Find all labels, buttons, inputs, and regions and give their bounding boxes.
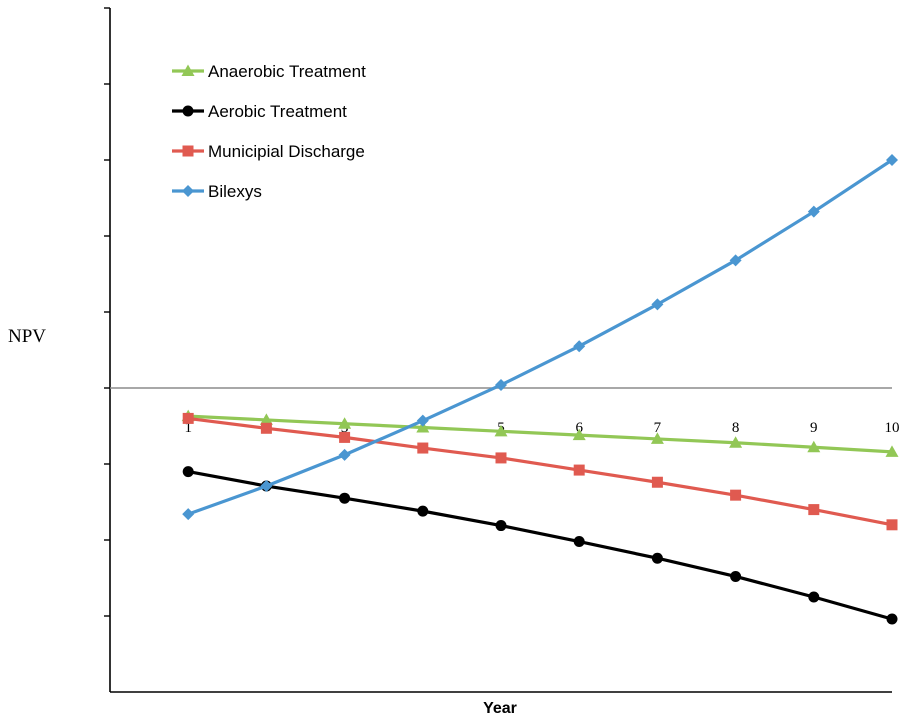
legend-label: Anaerobic Treatment xyxy=(208,62,366,81)
data-point xyxy=(182,508,195,521)
data-point xyxy=(651,476,663,488)
legend: Anaerobic Treatment Aerobic Treatment Muni… xyxy=(172,62,366,201)
x-tick-label: 8 xyxy=(732,420,740,436)
data-point xyxy=(886,613,898,625)
data-point xyxy=(495,378,507,391)
data-point xyxy=(573,464,585,476)
x-tick-label: 7 xyxy=(654,420,662,436)
data-point xyxy=(808,504,820,516)
data-point xyxy=(182,412,194,424)
legend-item: Bilexys xyxy=(172,182,262,201)
legend-item: Municipial Discharge xyxy=(172,142,365,161)
series-square xyxy=(182,412,898,531)
series-line xyxy=(187,470,893,621)
data-point xyxy=(259,413,273,425)
data-point xyxy=(417,442,429,454)
legend-marker xyxy=(181,64,195,76)
x-tick-label: 6 xyxy=(575,420,583,436)
data-point xyxy=(495,520,507,532)
x-tick-label: 9 xyxy=(810,420,818,436)
data-point xyxy=(260,422,272,434)
legend-label: Aerobic Treatment xyxy=(208,102,347,121)
series-line xyxy=(188,414,893,454)
data-point xyxy=(338,417,352,429)
legend-label: Municipial Discharge xyxy=(208,142,365,161)
data-point xyxy=(886,154,898,166)
legend-marker xyxy=(182,185,194,197)
y-axis-label: NPV xyxy=(8,326,46,347)
data-point xyxy=(807,440,821,453)
data-point xyxy=(339,492,351,504)
series-circle xyxy=(182,466,898,625)
data-point xyxy=(808,591,820,603)
data-point xyxy=(885,445,899,457)
data-point xyxy=(417,505,429,517)
data-point xyxy=(182,466,194,478)
legend-marker xyxy=(182,145,194,157)
series-line xyxy=(187,158,893,516)
series-line xyxy=(187,416,893,527)
legend-label: Bilexys xyxy=(208,182,262,201)
x-tick-label: 10 xyxy=(885,420,900,436)
data-point xyxy=(730,489,742,501)
data-point xyxy=(572,428,586,441)
data-point xyxy=(573,340,586,353)
data-point xyxy=(807,205,820,218)
data-point xyxy=(416,421,430,433)
data-point xyxy=(651,552,663,564)
series-layer xyxy=(181,154,899,625)
data-point xyxy=(339,431,351,443)
data-point xyxy=(729,254,742,267)
data-point xyxy=(729,436,743,448)
legend-marker xyxy=(182,105,194,117)
series-diamond xyxy=(182,154,898,521)
series-triangle xyxy=(181,409,899,457)
data-point xyxy=(338,448,351,461)
data-point xyxy=(730,570,742,582)
x-axis-label: Year xyxy=(483,700,517,717)
data-point xyxy=(495,452,507,464)
data-point xyxy=(651,298,664,311)
data-point xyxy=(650,432,664,444)
data-point xyxy=(416,414,429,427)
data-point xyxy=(260,480,273,493)
data-point xyxy=(573,536,585,548)
legend-item: Anaerobic Treatment xyxy=(172,62,366,81)
y-ticks xyxy=(104,7,110,617)
data-point xyxy=(494,424,508,437)
x-tick-label: 1 xyxy=(184,420,192,436)
data-point xyxy=(886,519,898,531)
legend-item: Aerobic Treatment xyxy=(172,102,347,121)
